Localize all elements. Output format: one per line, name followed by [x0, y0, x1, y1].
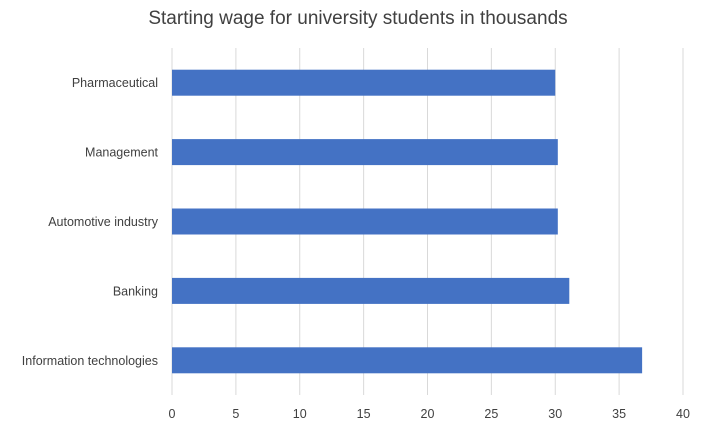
bar-management — [172, 139, 558, 166]
x-tick-label: 0 — [169, 407, 176, 421]
bar-information-technologies — [172, 347, 643, 374]
x-tick-label: 15 — [357, 407, 371, 421]
category-labels: Pharmaceutical Management Automotive indus… — [22, 76, 159, 368]
chart-title: Starting wage for university students in… — [148, 8, 568, 29]
bar-banking — [172, 277, 570, 304]
x-tick-label: 10 — [293, 407, 307, 421]
category-label: Pharmaceutical — [72, 76, 158, 90]
bar-automotive-industry — [172, 208, 558, 235]
x-tick-label: 20 — [421, 407, 435, 421]
category-label: Automotive industry — [48, 215, 159, 229]
category-label: Banking — [113, 284, 158, 298]
x-tick-label: 35 — [612, 407, 626, 421]
bars — [172, 69, 643, 374]
x-tick-labels: 0 5 10 15 20 25 30 35 40 — [169, 407, 690, 421]
x-tick-label: 30 — [548, 407, 562, 421]
x-tick-label: 25 — [484, 407, 498, 421]
x-tick-label: 40 — [676, 407, 690, 421]
category-label: Information technologies — [22, 354, 158, 368]
category-label: Management — [85, 146, 158, 160]
x-tick-label: 5 — [232, 407, 239, 421]
bar-pharmaceutical — [172, 69, 556, 96]
